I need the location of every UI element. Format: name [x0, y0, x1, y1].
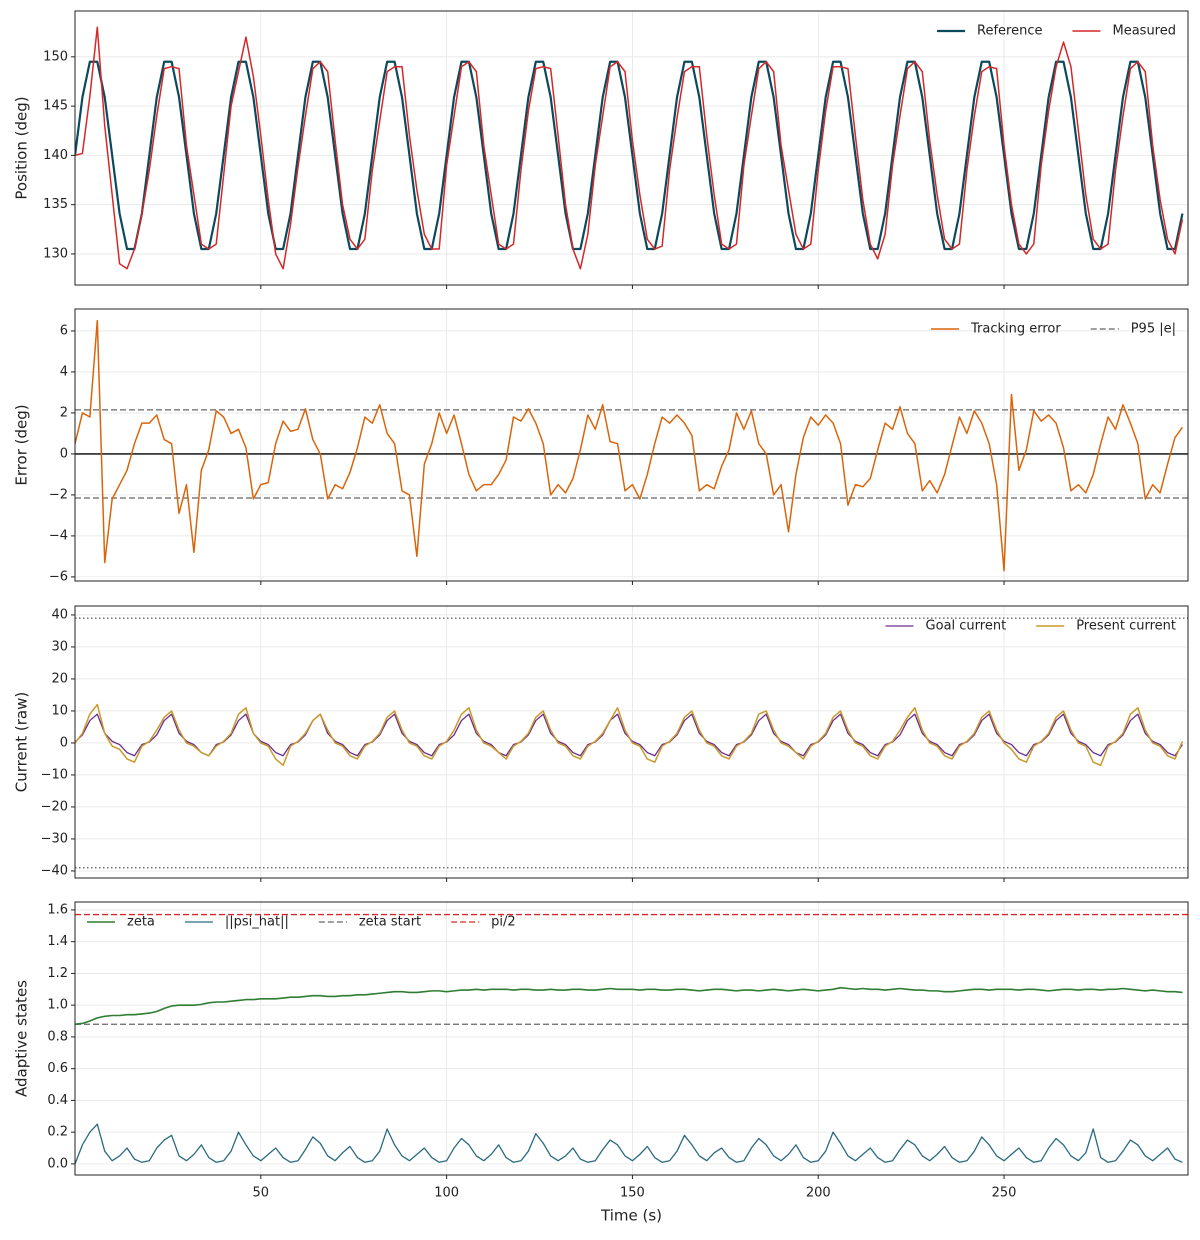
legend: zeta ||psi_hat|| zeta start pi/2	[87, 915, 516, 930]
y-axis-label: Current (raw)	[13, 692, 31, 792]
y-tick-label: −6	[49, 569, 68, 584]
legend-label: Goal current	[926, 619, 1007, 634]
series-line	[75, 703, 1184, 767]
y-tick-label: 150	[43, 49, 68, 64]
y-tick-label: 0.2	[47, 1125, 68, 1140]
plot-area	[75, 319, 1188, 572]
y-tick-label: 1.6	[47, 902, 68, 917]
legend: Goal current Present current	[885, 619, 1176, 634]
y-tick-label: −2	[49, 487, 68, 502]
y-tick-label: 145	[43, 99, 68, 114]
y-tick-label: 0.6	[47, 1061, 68, 1076]
y-tick-label: 40	[51, 607, 68, 622]
y-axis-label: Error (deg)	[13, 404, 31, 485]
y-axis-label: Adaptive states	[13, 980, 31, 1097]
y-tick-label: 130	[43, 246, 68, 261]
y-tick-label: −4	[49, 528, 68, 543]
y-tick-label: −40	[41, 863, 68, 878]
y-tick-label: 20	[51, 671, 68, 686]
plot-area	[75, 26, 1184, 270]
axes-frame	[74, 10, 1189, 286]
legend-label: Reference	[977, 24, 1042, 39]
panel: −40 −30 −20 −10 0 10 20 30 40 Current (raw) Goal c…	[13, 605, 1189, 882]
legend-label: Present current	[1076, 619, 1176, 634]
y-axis-label: Position (deg)	[13, 96, 31, 199]
series-line	[75, 986, 1183, 1026]
panel: −6 −4 −2 0 2 4 6 Error (deg) Tracking error P95 |…	[13, 308, 1189, 585]
y-tick-label: 0.4	[47, 1093, 68, 1108]
plot-area	[75, 617, 1188, 869]
y-tick-label: 1.0	[47, 998, 68, 1013]
x-tick-label: 150	[620, 1186, 645, 1201]
panel: 50 100 150 200 250 0.0 0.2 0.4 0.6 0.8 1.0 1.2 1.4 1.…	[13, 901, 1189, 1225]
series-line	[75, 60, 1184, 251]
legend-label: zeta	[127, 915, 155, 930]
x-tick-label: 250	[992, 1186, 1017, 1201]
series-line	[75, 319, 1184, 572]
legend-label: ||psi_hat||	[225, 915, 289, 930]
x-axis-label: Time (s)	[600, 1207, 662, 1225]
y-tick-label: 140	[43, 148, 68, 163]
series-line	[75, 1123, 1183, 1165]
series-line	[75, 26, 1184, 270]
legend-label: pi/2	[491, 915, 516, 930]
y-tick-label: −10	[41, 767, 68, 782]
y-tick-label: 10	[51, 703, 68, 718]
y-tick-label: 135	[43, 197, 68, 212]
panel: 130 135 140 145 150 Position (deg) Reference Me…	[13, 10, 1189, 289]
y-tick-label: 6	[60, 323, 68, 338]
y-tick-label: 0.8	[47, 1029, 68, 1044]
x-tick-label: 100	[434, 1186, 459, 1201]
x-tick-label: 200	[806, 1186, 831, 1201]
y-tick-label: 2	[60, 405, 68, 420]
axes-frame	[74, 901, 1189, 1176]
axes-frame	[74, 308, 1189, 582]
legend-label: Tracking error	[970, 322, 1061, 337]
y-tick-label: −20	[41, 799, 68, 814]
legend: Reference Measured	[937, 24, 1176, 39]
y-tick-label: −30	[41, 831, 68, 846]
legend-label: P95 |e|	[1131, 322, 1176, 337]
y-tick-label: 4	[60, 364, 68, 379]
y-tick-label: 0	[60, 446, 68, 461]
legend-label: zeta start	[359, 915, 421, 930]
series-line	[75, 713, 1183, 757]
plot-area	[75, 913, 1188, 1165]
y-tick-label: 30	[51, 639, 68, 654]
x-tick-label: 50	[253, 1186, 270, 1201]
legend: Tracking error P95 |e|	[930, 322, 1176, 337]
y-tick-label: 0.0	[47, 1156, 68, 1171]
y-tick-label: 1.4	[47, 934, 68, 949]
y-tick-label: 0	[60, 735, 68, 750]
legend-label: Measured	[1112, 24, 1176, 39]
axes-frame	[74, 605, 1189, 879]
y-tick-label: 1.2	[47, 966, 68, 981]
